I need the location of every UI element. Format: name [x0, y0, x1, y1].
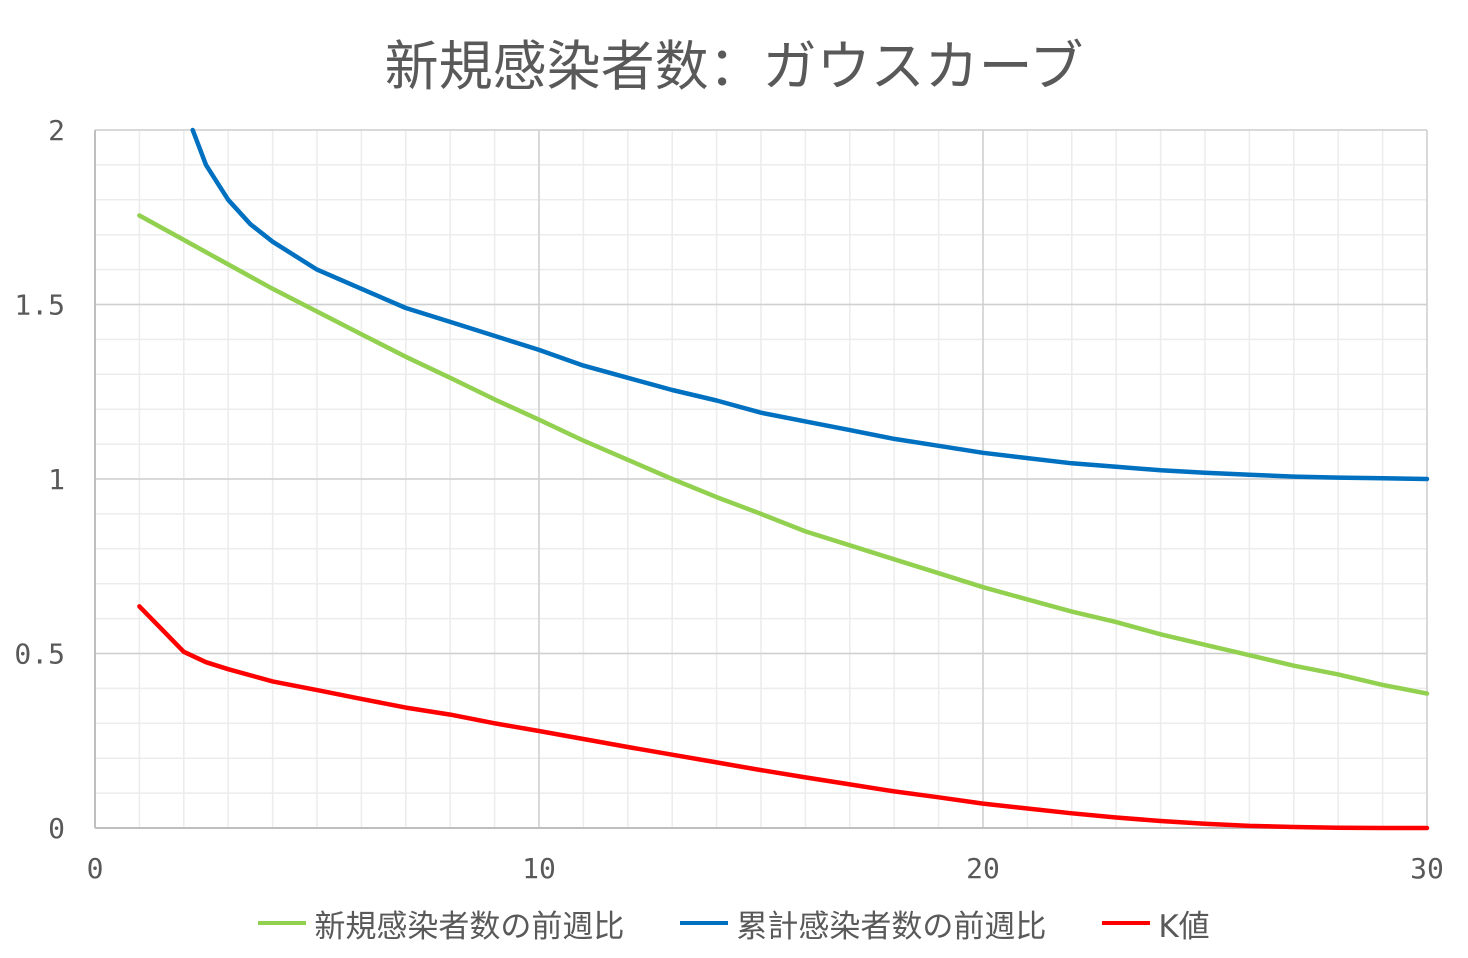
legend-item: 累計感染者数の前週比	[680, 901, 1046, 946]
legend-swatch	[258, 921, 307, 925]
legend-item: K値	[1102, 901, 1210, 946]
x-tick-label: 10	[522, 852, 556, 885]
legend-label: K値	[1158, 908, 1210, 945]
series-line-1	[137, 213, 1430, 696]
x-axis-ticks: 0 10 20 30	[87, 852, 1444, 885]
legend-swatch	[1102, 921, 1151, 925]
y-axis-ticks: 0 0.5 1 1.5 2	[14, 114, 65, 845]
legend-item: 新規感染者数の前週比	[258, 901, 624, 946]
y-tick-label: 2	[48, 114, 65, 147]
legend-swatch	[680, 921, 729, 925]
x-tick-label: 0	[87, 852, 104, 885]
y-tick-label: 1	[48, 463, 65, 496]
series-line-3	[137, 604, 1430, 831]
chart-title: 新規感染者数：ガウスカーブ	[384, 35, 1084, 98]
major-gridlines	[94, 129, 1428, 829]
legend: 新規感染者数の前週比 累計感染者数の前週比 K値	[0, 898, 1468, 948]
y-tick-label: 0.5	[14, 638, 65, 671]
legend-label: 累計感染者数の前週比	[736, 908, 1047, 945]
y-tick-label: 1.5	[14, 289, 65, 322]
series-line-2	[190, 127, 1430, 482]
x-tick-label: 30	[1410, 852, 1444, 885]
legend-label: 新規感染者数の前週比	[314, 908, 625, 945]
x-tick-label: 20	[966, 852, 1000, 885]
y-tick-label: 0	[48, 812, 65, 845]
chart-plot: 0 10 20 30 0 0.5 1 1.5 2	[14, 114, 1444, 885]
series-lines	[137, 127, 1430, 831]
